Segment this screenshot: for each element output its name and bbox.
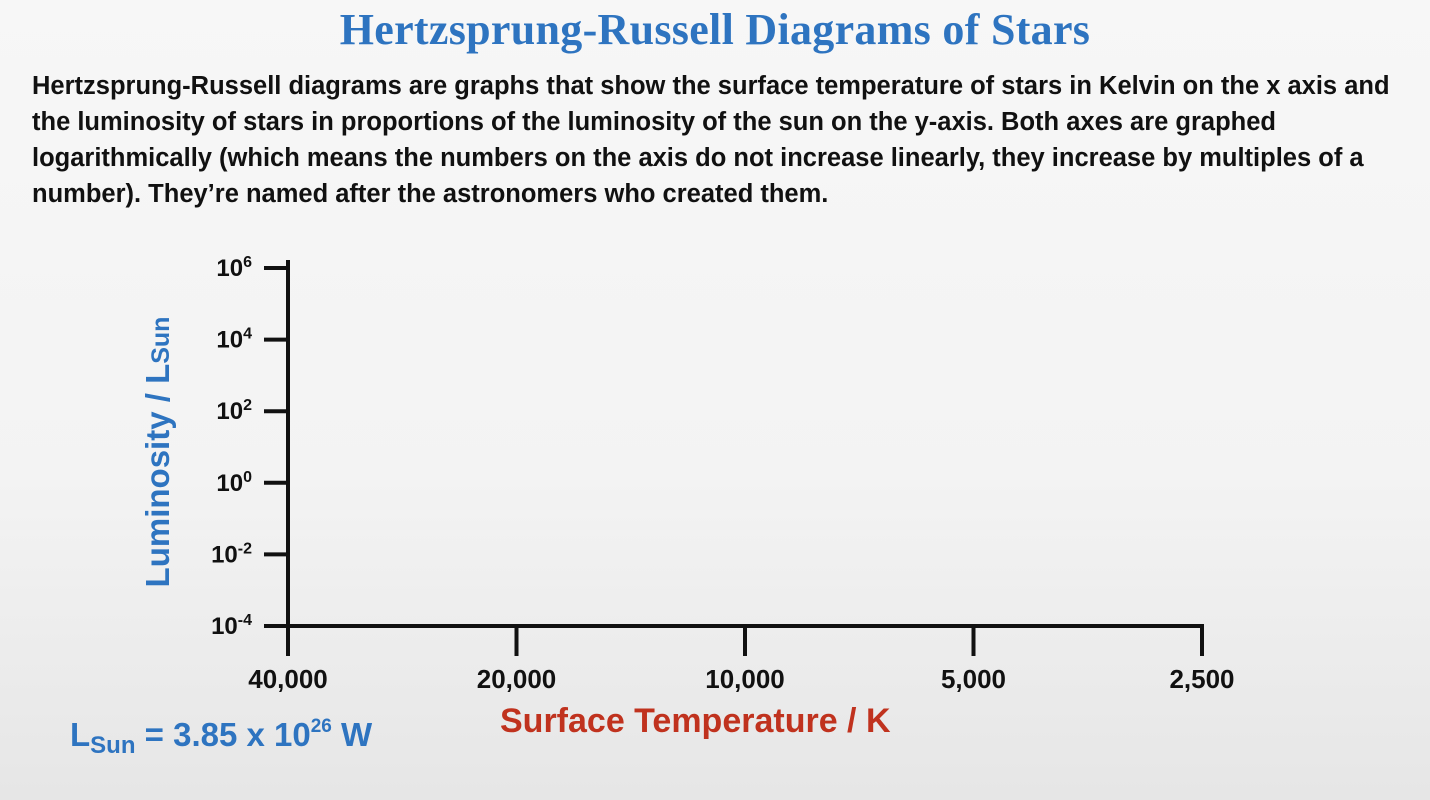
y-axis-label-main: Luminosity / L	[139, 363, 176, 588]
lsun-unit: W	[331, 716, 373, 753]
x-tick-label: 10,000	[705, 664, 785, 694]
lsun-subscript: Sun	[90, 732, 136, 759]
x-axis-label: Surface Temperature / K	[500, 702, 891, 740]
x-tick-label: 2,500	[1169, 664, 1234, 694]
lsun-value: = 3.85 x 10	[135, 716, 311, 753]
y-tick-label: 100	[216, 469, 252, 497]
x-tick-label: 5,000	[941, 664, 1006, 694]
y-tick-label: 10-4	[211, 612, 252, 640]
x-tick-label: 40,000	[248, 664, 328, 694]
y-tick-label: 102	[216, 397, 252, 425]
x-tick-label: 20,000	[477, 664, 557, 694]
lsun-exponent: 26	[310, 716, 332, 737]
y-tick-label: 104	[216, 326, 252, 354]
page-title: Hertzsprung-Russell Diagrams of Stars	[339, 5, 1091, 54]
y-axis-label-sub: Sun	[147, 316, 175, 364]
y-tick-label: 10-2	[211, 540, 252, 568]
lsun-symbol: L	[70, 716, 91, 753]
y-tick-label: 106	[216, 254, 252, 282]
sun-luminosity-note: LSun = 3.85 x 1026 W	[70, 716, 373, 759]
description-text: Hertzsprung-Russell diagrams are graphs …	[32, 72, 1390, 208]
